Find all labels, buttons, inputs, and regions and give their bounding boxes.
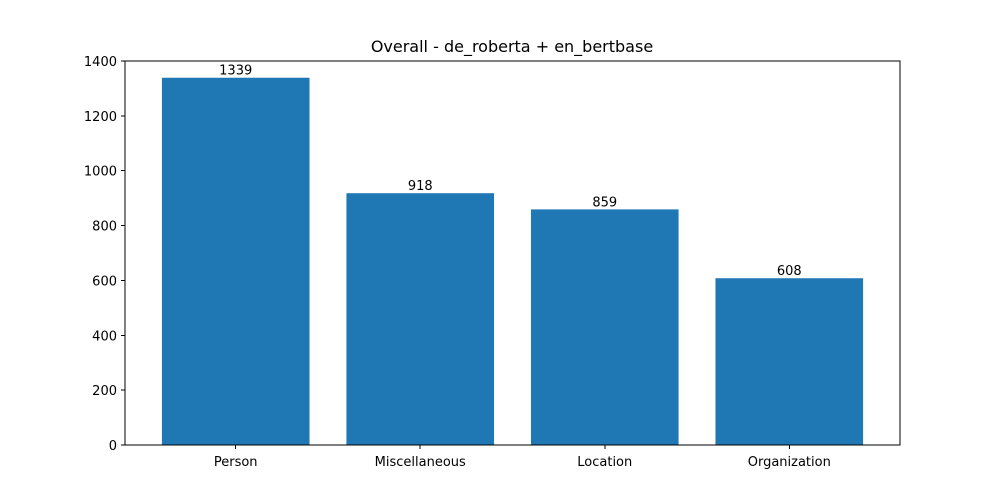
bar-miscellaneous: [346, 193, 495, 445]
x-tick-label: Person: [214, 455, 258, 470]
y-tick-label: 1200: [84, 110, 117, 125]
chart-title: Overall - de_roberta + en_bertbase: [371, 37, 653, 57]
value-label: 859: [592, 195, 617, 210]
x-axis: Person Miscellaneous Location Organization: [214, 445, 831, 470]
x-tick-label: Miscellaneous: [375, 455, 466, 470]
y-tick-label: 200: [92, 384, 117, 399]
value-label: 1339: [219, 64, 252, 79]
plot-frame: [124, 60, 901, 446]
value-label: 608: [777, 264, 802, 279]
bar-person: [161, 77, 310, 445]
y-tick-label: 1000: [84, 165, 117, 180]
y-tick-label: 400: [92, 329, 117, 344]
bar-organization: [715, 278, 864, 445]
x-tick-label: Location: [577, 455, 632, 470]
bars-group: [161, 77, 864, 445]
value-label: 918: [408, 179, 433, 194]
value-labels-group: 1339 918 859 608: [219, 64, 802, 280]
y-tick-label: 800: [92, 220, 117, 235]
y-tick-label: 0: [109, 439, 117, 454]
bar-location: [530, 209, 679, 445]
y-axis: 0 200 400 600 800 1000 1200 1400: [84, 55, 125, 454]
y-tick-label: 600: [92, 274, 117, 289]
y-tick-label: 1400: [84, 55, 117, 70]
x-tick-label: Organization: [748, 455, 831, 470]
